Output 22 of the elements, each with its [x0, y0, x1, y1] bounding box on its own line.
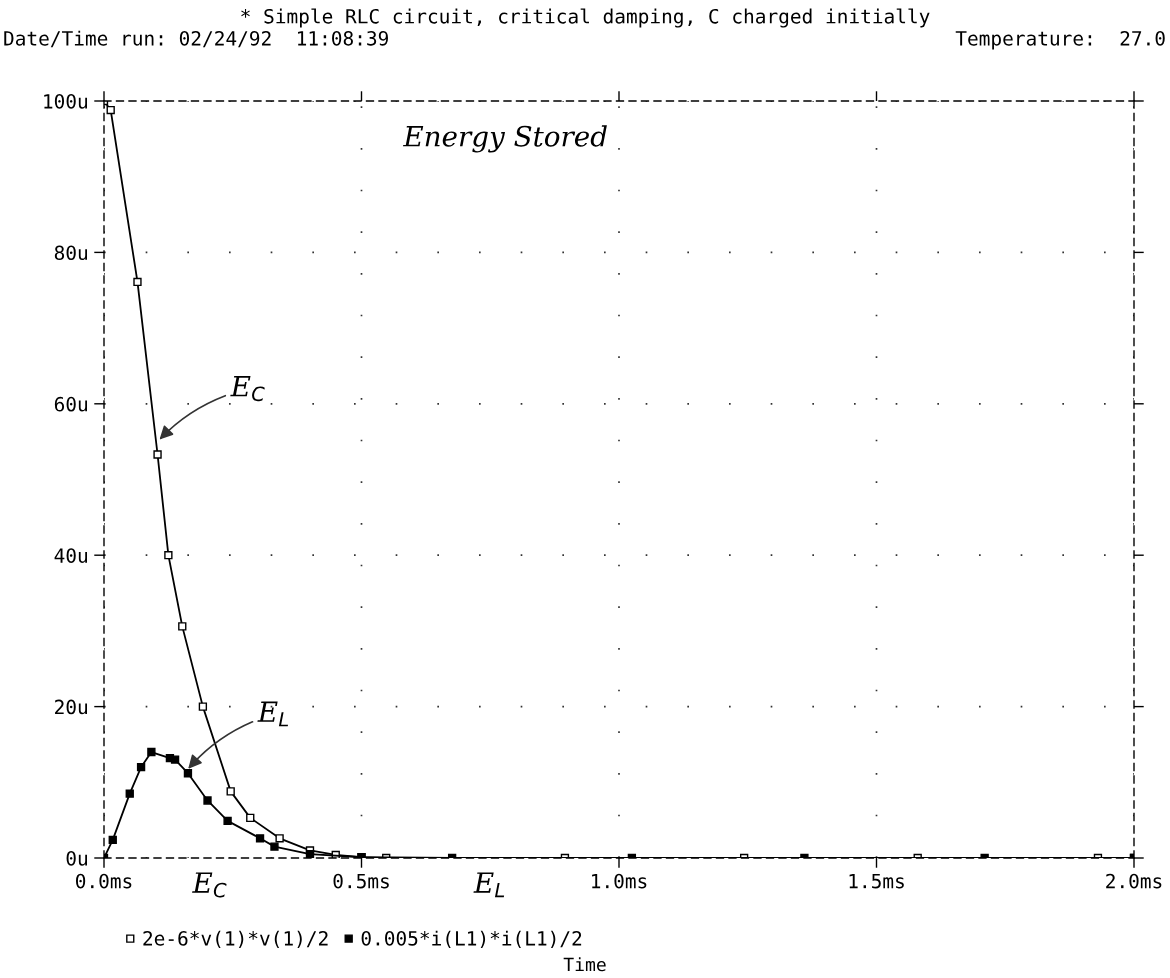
y-tick-label: 0u [66, 851, 87, 866]
chart-subtitle: Date/Time run: 02/24/92 11:08:39 [4, 30, 388, 48]
x-tick-label: 0.0ms [76, 873, 132, 889]
x-tick-label: 2.0ms [1106, 873, 1162, 889]
annotation: E$_{C}$ [230, 376, 265, 402]
text: Temperature: 27.0 [955, 30, 1165, 50]
x-tick-label: 0.5ms [333, 873, 389, 889]
x-tick-label: 1.0ms [592, 873, 647, 889]
x-axis-title: Time [563, 957, 606, 972]
annotation: Energy Stored [402, 125, 607, 153]
text: E$_{L}$ [473, 872, 505, 898]
y-tick-label: 20u [55, 699, 87, 715]
y-tick-label: 60u [54, 396, 87, 412]
y-tick-label: 40u [54, 548, 87, 563]
text: E$_{C}$ [192, 872, 227, 898]
y-tick-label: 80u [54, 245, 87, 261]
legend-label: 2e-6*v(1)*v(1)/2 [143, 930, 328, 948]
annotation: E$_{L}$ [257, 701, 289, 727]
chart-title: * Simple RLC circuit, critical damping, C charged initially [241, 8, 930, 28]
x-tick-label: 1.5ms [849, 873, 904, 889]
y-tick-label: 100u [44, 94, 87, 109]
legend-label: 0.005*i(L1)*i(L1)/2 [361, 930, 582, 948]
